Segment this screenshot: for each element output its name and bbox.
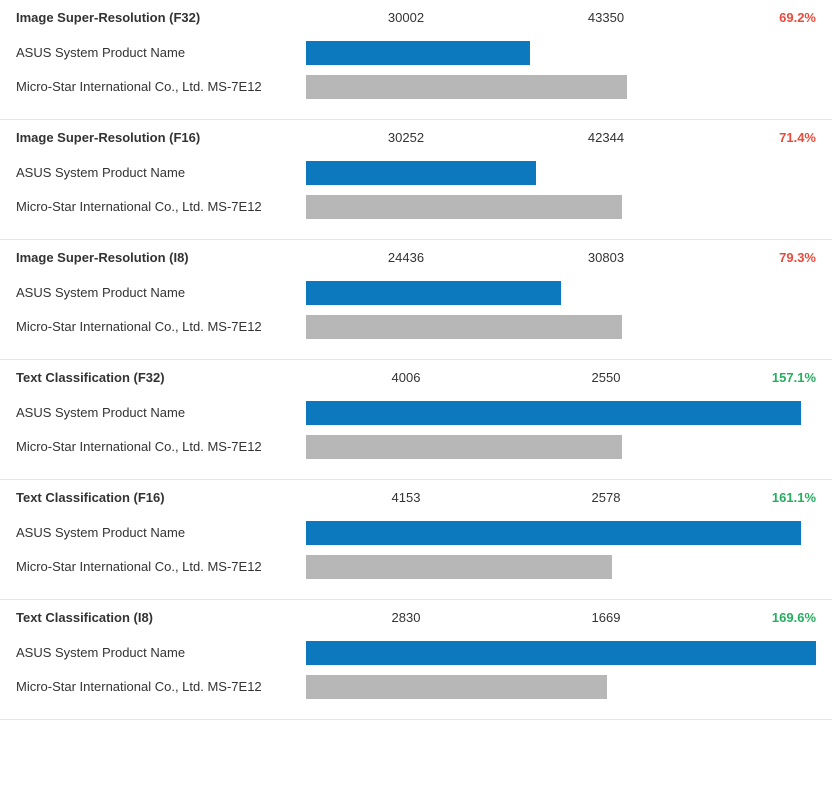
value-system-b: 1669 <box>506 610 706 625</box>
bar-track <box>306 315 816 339</box>
bar-row-system-a: ASUS System Product Name <box>16 519 816 547</box>
value-system-a: 30002 <box>306 10 506 25</box>
system-b-label: Micro-Star International Co., Ltd. MS-7E… <box>16 679 306 695</box>
value-system-b: 43350 <box>506 10 706 25</box>
benchmark-comparison-list: Image Super-Resolution (F32)300024335069… <box>0 0 832 720</box>
bar-row-system-b: Micro-Star International Co., Ltd. MS-7E… <box>16 73 816 101</box>
system-a-label: ASUS System Product Name <box>16 525 306 541</box>
system-b-label: Micro-Star International Co., Ltd. MS-7E… <box>16 79 306 95</box>
bar-track <box>306 75 816 99</box>
bar-fill-system-b <box>306 555 612 579</box>
benchmark-name: Image Super-Resolution (F16) <box>16 130 306 145</box>
system-b-label: Micro-Star International Co., Ltd. MS-7E… <box>16 199 306 215</box>
benchmark-section: Text Classification (F16)41532578161.1% A… <box>0 480 832 600</box>
bar-track <box>306 555 816 579</box>
bar-row-system-b: Micro-Star International Co., Ltd. MS-7E… <box>16 313 816 341</box>
bar-fill-system-a <box>306 401 801 425</box>
benchmark-header-row: Text Classification (I8)28301669169.6% <box>16 610 816 625</box>
bar-fill-system-b <box>306 195 622 219</box>
bar-fill-system-b <box>306 435 622 459</box>
value-system-a: 4006 <box>306 370 506 385</box>
system-a-label: ASUS System Product Name <box>16 285 306 301</box>
bar-row-system-a: ASUS System Product Name <box>16 159 816 187</box>
benchmark-header-row: Image Super-Resolution (F16)302524234471… <box>16 130 816 145</box>
bar-track <box>306 435 816 459</box>
bar-row-system-b: Micro-Star International Co., Ltd. MS-7E… <box>16 553 816 581</box>
system-a-label: ASUS System Product Name <box>16 45 306 61</box>
value-system-a: 24436 <box>306 250 506 265</box>
bar-track <box>306 641 816 665</box>
bar-track <box>306 401 816 425</box>
bar-row-system-a: ASUS System Product Name <box>16 39 816 67</box>
percentage-value: 161.1% <box>706 490 816 505</box>
system-b-label: Micro-Star International Co., Ltd. MS-7E… <box>16 439 306 455</box>
benchmark-section: Image Super-Resolution (F16)302524234471… <box>0 120 832 240</box>
bar-fill-system-a <box>306 41 530 65</box>
benchmark-name: Image Super-Resolution (I8) <box>16 250 306 265</box>
value-system-b: 42344 <box>506 130 706 145</box>
system-a-label: ASUS System Product Name <box>16 645 306 661</box>
bar-track <box>306 281 816 305</box>
benchmark-section: Text Classification (F32)40062550157.1% A… <box>0 360 832 480</box>
benchmark-name: Text Classification (I8) <box>16 610 306 625</box>
value-system-a: 2830 <box>306 610 506 625</box>
percentage-value: 169.6% <box>706 610 816 625</box>
bar-row-system-a: ASUS System Product Name <box>16 639 816 667</box>
bar-track <box>306 675 816 699</box>
benchmark-header-row: Image Super-Resolution (F32)300024335069… <box>16 10 816 25</box>
bar-track <box>306 41 816 65</box>
bar-fill-system-a <box>306 161 536 185</box>
bar-fill-system-a <box>306 641 816 665</box>
value-system-a: 4153 <box>306 490 506 505</box>
percentage-value: 69.2% <box>706 10 816 25</box>
benchmark-section: Text Classification (I8)28301669169.6% AS… <box>0 600 832 720</box>
bar-track <box>306 161 816 185</box>
benchmark-header-row: Text Classification (F16)41532578161.1% <box>16 490 816 505</box>
percentage-value: 157.1% <box>706 370 816 385</box>
bar-fill-system-a <box>306 281 561 305</box>
benchmark-name: Text Classification (F32) <box>16 370 306 385</box>
value-system-b: 30803 <box>506 250 706 265</box>
bar-row-system-b: Micro-Star International Co., Ltd. MS-7E… <box>16 673 816 701</box>
bar-row-system-b: Micro-Star International Co., Ltd. MS-7E… <box>16 433 816 461</box>
bar-row-system-a: ASUS System Product Name <box>16 279 816 307</box>
benchmark-name: Image Super-Resolution (F32) <box>16 10 306 25</box>
value-system-b: 2550 <box>506 370 706 385</box>
system-b-label: Micro-Star International Co., Ltd. MS-7E… <box>16 319 306 335</box>
bar-fill-system-b <box>306 675 607 699</box>
system-a-label: ASUS System Product Name <box>16 405 306 421</box>
benchmark-name: Text Classification (F16) <box>16 490 306 505</box>
value-system-b: 2578 <box>506 490 706 505</box>
benchmark-section: Image Super-Resolution (I8)244363080379.… <box>0 240 832 360</box>
benchmark-header-row: Text Classification (F32)40062550157.1% <box>16 370 816 385</box>
benchmark-section: Image Super-Resolution (F32)300024335069… <box>0 0 832 120</box>
bar-row-system-a: ASUS System Product Name <box>16 399 816 427</box>
percentage-value: 71.4% <box>706 130 816 145</box>
benchmark-header-row: Image Super-Resolution (I8)244363080379.… <box>16 250 816 265</box>
bar-track <box>306 195 816 219</box>
bar-track <box>306 521 816 545</box>
bar-fill-system-b <box>306 75 627 99</box>
bar-fill-system-b <box>306 315 622 339</box>
bar-row-system-b: Micro-Star International Co., Ltd. MS-7E… <box>16 193 816 221</box>
percentage-value: 79.3% <box>706 250 816 265</box>
system-b-label: Micro-Star International Co., Ltd. MS-7E… <box>16 559 306 575</box>
system-a-label: ASUS System Product Name <box>16 165 306 181</box>
bar-fill-system-a <box>306 521 801 545</box>
value-system-a: 30252 <box>306 130 506 145</box>
